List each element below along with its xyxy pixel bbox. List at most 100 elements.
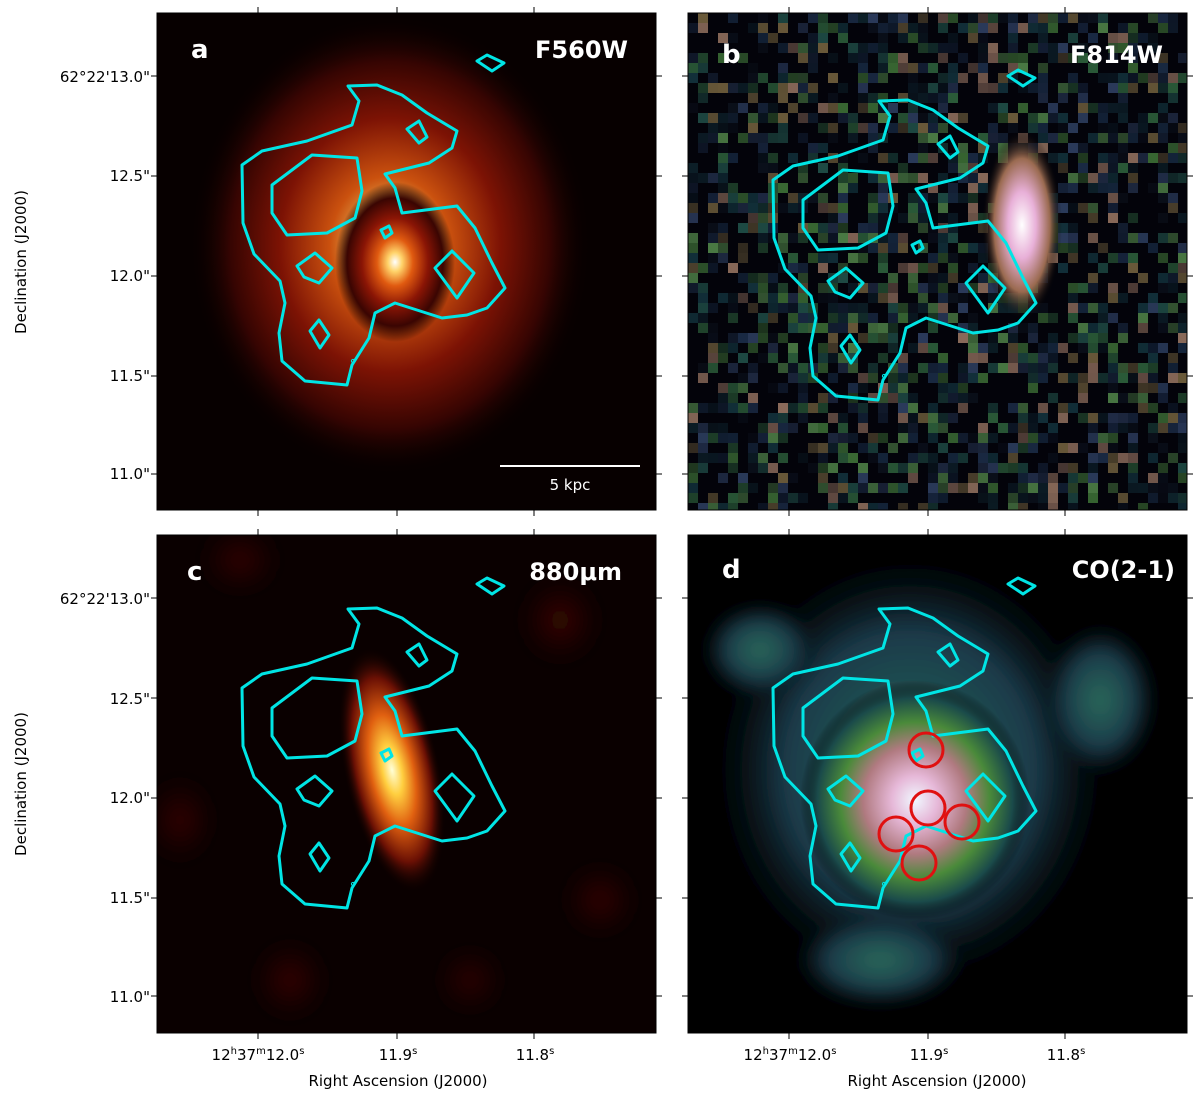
noise-pixel (1088, 303, 1098, 313)
noise-pixel (938, 473, 948, 483)
noise-pixel (1078, 203, 1088, 213)
scale-bar-label: 5 kpc (550, 476, 591, 494)
noise-pixel (928, 133, 938, 143)
noise-pixel (1148, 183, 1158, 193)
contour-topright (475, 576, 506, 596)
noise-pixel (1138, 303, 1148, 313)
noise-pixel (928, 113, 938, 123)
noise-pixel (1018, 403, 1028, 413)
noise-pixel (1058, 343, 1068, 353)
noise-pixel (928, 93, 938, 103)
noise-pixel (988, 23, 998, 33)
contour-small-upper (936, 642, 960, 668)
noise-pixel (738, 293, 748, 303)
noise-pixel (1168, 13, 1178, 23)
noise-pixel (708, 503, 718, 510)
noise-pixel (1058, 93, 1068, 103)
noise-pixel (1028, 373, 1038, 383)
noise-pixel (1148, 303, 1158, 313)
noise-pixel (1018, 503, 1028, 510)
noise-pixel (978, 443, 988, 453)
noise-pixel (738, 83, 748, 93)
noise-pixel (748, 303, 758, 313)
noise-pixel (878, 293, 888, 303)
noise-pixel (698, 303, 708, 313)
noise-pixel (1178, 463, 1187, 473)
contour-small-upper (405, 119, 429, 145)
noise-pixel (1008, 33, 1018, 43)
noise-pixel (798, 173, 808, 183)
noise-pixel (768, 503, 778, 510)
noise-pixel (778, 413, 788, 423)
noise-pixel (928, 343, 938, 353)
noise-pixel (828, 123, 838, 133)
noise-pixel (708, 493, 718, 503)
noise-pixel (868, 333, 878, 343)
noise-pixel (848, 113, 858, 123)
noise-pixel (838, 153, 848, 163)
noise-pixel (1018, 83, 1028, 93)
noise-pixel (828, 463, 838, 473)
noise-pixel (698, 403, 708, 413)
noise-pixel (1068, 73, 1078, 83)
noise-pixel (1048, 133, 1058, 143)
noise-pixel (1148, 363, 1158, 373)
noise-pixel (798, 313, 808, 323)
panel-d (688, 535, 1187, 1033)
noise-pixel (838, 203, 848, 213)
noise-pixel (1088, 483, 1098, 493)
noise-pixel (958, 173, 968, 183)
noise-pixel (1068, 173, 1078, 183)
noise-pixel (978, 433, 988, 443)
noise-pixel (838, 413, 848, 423)
noise-pixel (898, 393, 908, 403)
noise-pixel (908, 113, 918, 123)
noise-pixel (1068, 233, 1078, 243)
noise-pixel (1178, 333, 1187, 343)
noise-pixel (838, 453, 848, 463)
noise-pixel (798, 23, 808, 33)
noise-pixel (948, 223, 958, 233)
noise-pixel (1108, 453, 1118, 463)
noise-pixel (778, 233, 788, 243)
noise-pixel (1098, 103, 1108, 113)
noise-pixel (868, 393, 878, 403)
noise-pixel (1088, 283, 1098, 293)
noise-pixel (1048, 13, 1058, 23)
panel-c-letter: c (187, 557, 202, 587)
noise-pixel (1148, 83, 1158, 93)
noise-pixel (1058, 13, 1068, 23)
noise-pixel (778, 113, 788, 123)
noise-pixel (978, 243, 988, 253)
noise-pixel (918, 283, 928, 293)
noise-pixel (758, 43, 768, 53)
noise-pixel (868, 203, 878, 213)
contour-diamond-left (826, 774, 865, 808)
noise-pixel (818, 443, 828, 453)
noise-pixel (1178, 123, 1187, 133)
noise-pixel (918, 503, 928, 510)
noise-pixel (748, 433, 758, 443)
noise-pixel (988, 483, 998, 493)
noise-pixel (768, 283, 778, 293)
noise-pixel (888, 483, 898, 493)
noise-pixel (1038, 43, 1048, 53)
noise-pixel (848, 363, 858, 373)
noise-pixel (728, 453, 738, 463)
dec-tick-label-top-110: 11.0" (110, 465, 150, 483)
noise-pixel (818, 203, 828, 213)
noise-pixel (1148, 153, 1158, 163)
contour-diamond-right (433, 249, 476, 300)
noise-pixel (1098, 133, 1108, 143)
noise-pixel (1128, 183, 1138, 193)
noise-pixel (908, 423, 918, 433)
noise-pixel (818, 33, 828, 43)
noise-pixel (818, 323, 828, 333)
noise-pixel (1158, 423, 1168, 433)
noise-pixel (1048, 453, 1058, 463)
clump-circle (909, 789, 947, 827)
noise-pixel (838, 163, 848, 173)
noise-pixel (888, 63, 898, 73)
noise-pixel (958, 453, 968, 463)
noise-pixel (918, 263, 928, 273)
